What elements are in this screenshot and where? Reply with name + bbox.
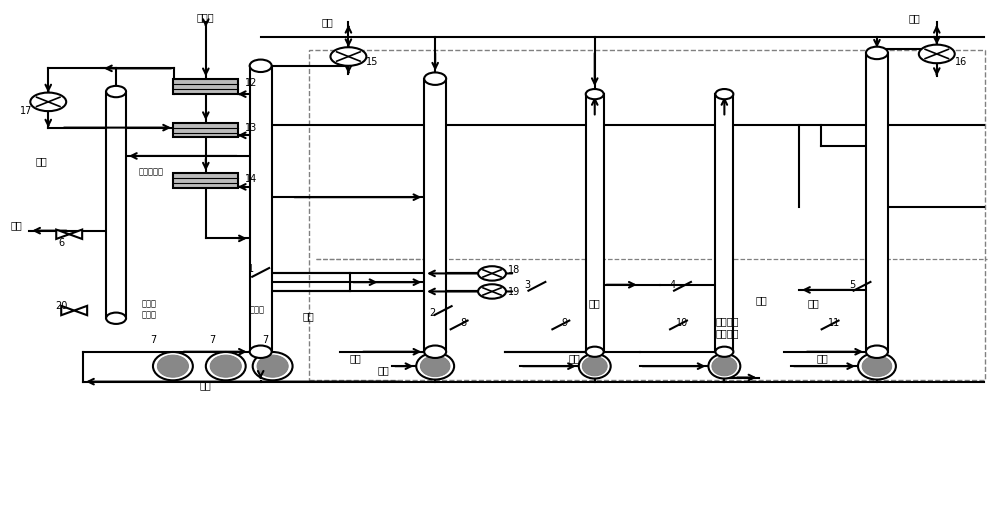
Ellipse shape — [579, 354, 611, 379]
Ellipse shape — [866, 346, 888, 358]
Text: 真空: 真空 — [909, 13, 921, 23]
Polygon shape — [61, 306, 74, 315]
Text: 13: 13 — [245, 123, 257, 133]
Ellipse shape — [250, 60, 272, 72]
Text: 废液: 废液 — [200, 380, 212, 390]
Text: 回流: 回流 — [569, 353, 581, 363]
Text: 二次汽: 二次汽 — [249, 305, 264, 314]
Text: 酒汽: 酒汽 — [589, 298, 601, 308]
Ellipse shape — [153, 352, 193, 380]
Text: 14: 14 — [245, 174, 257, 184]
Text: 优级食用
酒精成品: 优级食用 酒精成品 — [716, 316, 739, 338]
Ellipse shape — [858, 353, 896, 380]
Circle shape — [478, 266, 506, 281]
Ellipse shape — [866, 47, 888, 59]
Ellipse shape — [708, 354, 740, 379]
Text: 汽凝水回流: 汽凝水回流 — [138, 167, 163, 176]
Text: 酒汽: 酒汽 — [35, 156, 47, 166]
Ellipse shape — [712, 356, 737, 376]
Text: 回流: 回流 — [816, 353, 828, 363]
Text: 汽凝水
闪蒸汽: 汽凝水 闪蒸汽 — [141, 300, 156, 319]
Text: 17: 17 — [20, 106, 33, 116]
Ellipse shape — [586, 347, 604, 357]
Circle shape — [478, 284, 506, 299]
Ellipse shape — [715, 347, 733, 357]
Ellipse shape — [715, 89, 733, 99]
Ellipse shape — [862, 356, 892, 377]
Circle shape — [330, 47, 366, 66]
Bar — [173, 174, 238, 188]
Ellipse shape — [253, 352, 293, 380]
Bar — [715, 94, 733, 352]
Bar — [586, 94, 604, 352]
Text: 18: 18 — [508, 265, 520, 276]
Polygon shape — [74, 306, 87, 315]
Text: 2: 2 — [429, 308, 435, 318]
Bar — [250, 66, 272, 352]
Bar — [866, 53, 888, 352]
Text: 4: 4 — [669, 280, 676, 290]
Ellipse shape — [106, 312, 126, 324]
Text: 7: 7 — [150, 335, 156, 345]
Ellipse shape — [106, 86, 126, 97]
Polygon shape — [69, 229, 82, 239]
Text: 成熟醪: 成熟醪 — [197, 12, 215, 22]
Circle shape — [30, 93, 66, 111]
Text: 真空: 真空 — [322, 17, 333, 27]
Polygon shape — [56, 229, 69, 239]
Bar — [424, 79, 446, 352]
Text: 酒汽: 酒汽 — [303, 311, 314, 321]
Text: 19: 19 — [508, 287, 520, 297]
Text: 12: 12 — [245, 78, 257, 88]
Circle shape — [919, 45, 955, 63]
Ellipse shape — [424, 73, 446, 85]
Text: 7: 7 — [210, 335, 216, 345]
Ellipse shape — [586, 89, 604, 99]
Text: 15: 15 — [366, 57, 379, 67]
Text: 1: 1 — [248, 264, 254, 275]
Ellipse shape — [206, 352, 246, 380]
Text: 杂酒: 杂酒 — [10, 221, 22, 231]
Bar — [173, 123, 238, 137]
Ellipse shape — [210, 355, 241, 377]
Text: 7: 7 — [263, 335, 269, 345]
Text: 10: 10 — [676, 318, 689, 328]
Text: 20: 20 — [55, 301, 67, 311]
Ellipse shape — [250, 346, 272, 358]
Text: 3: 3 — [524, 280, 530, 290]
Ellipse shape — [420, 356, 450, 377]
Text: 酒汽: 酒汽 — [807, 298, 819, 308]
Text: 5: 5 — [849, 280, 855, 290]
Ellipse shape — [582, 356, 607, 376]
Ellipse shape — [416, 353, 454, 380]
Bar — [309, 50, 985, 380]
Text: 11: 11 — [828, 318, 840, 328]
Text: 8: 8 — [460, 318, 466, 328]
Ellipse shape — [257, 355, 288, 377]
Bar — [106, 92, 126, 318]
Text: 蒸汽: 蒸汽 — [377, 365, 389, 375]
Text: 酒汽: 酒汽 — [755, 295, 767, 305]
Text: 6: 6 — [58, 238, 64, 248]
Ellipse shape — [424, 346, 446, 358]
Ellipse shape — [157, 355, 188, 377]
Bar — [173, 79, 238, 94]
Text: 9: 9 — [562, 318, 568, 328]
Text: 回流: 回流 — [350, 353, 361, 363]
Text: 16: 16 — [955, 57, 967, 67]
